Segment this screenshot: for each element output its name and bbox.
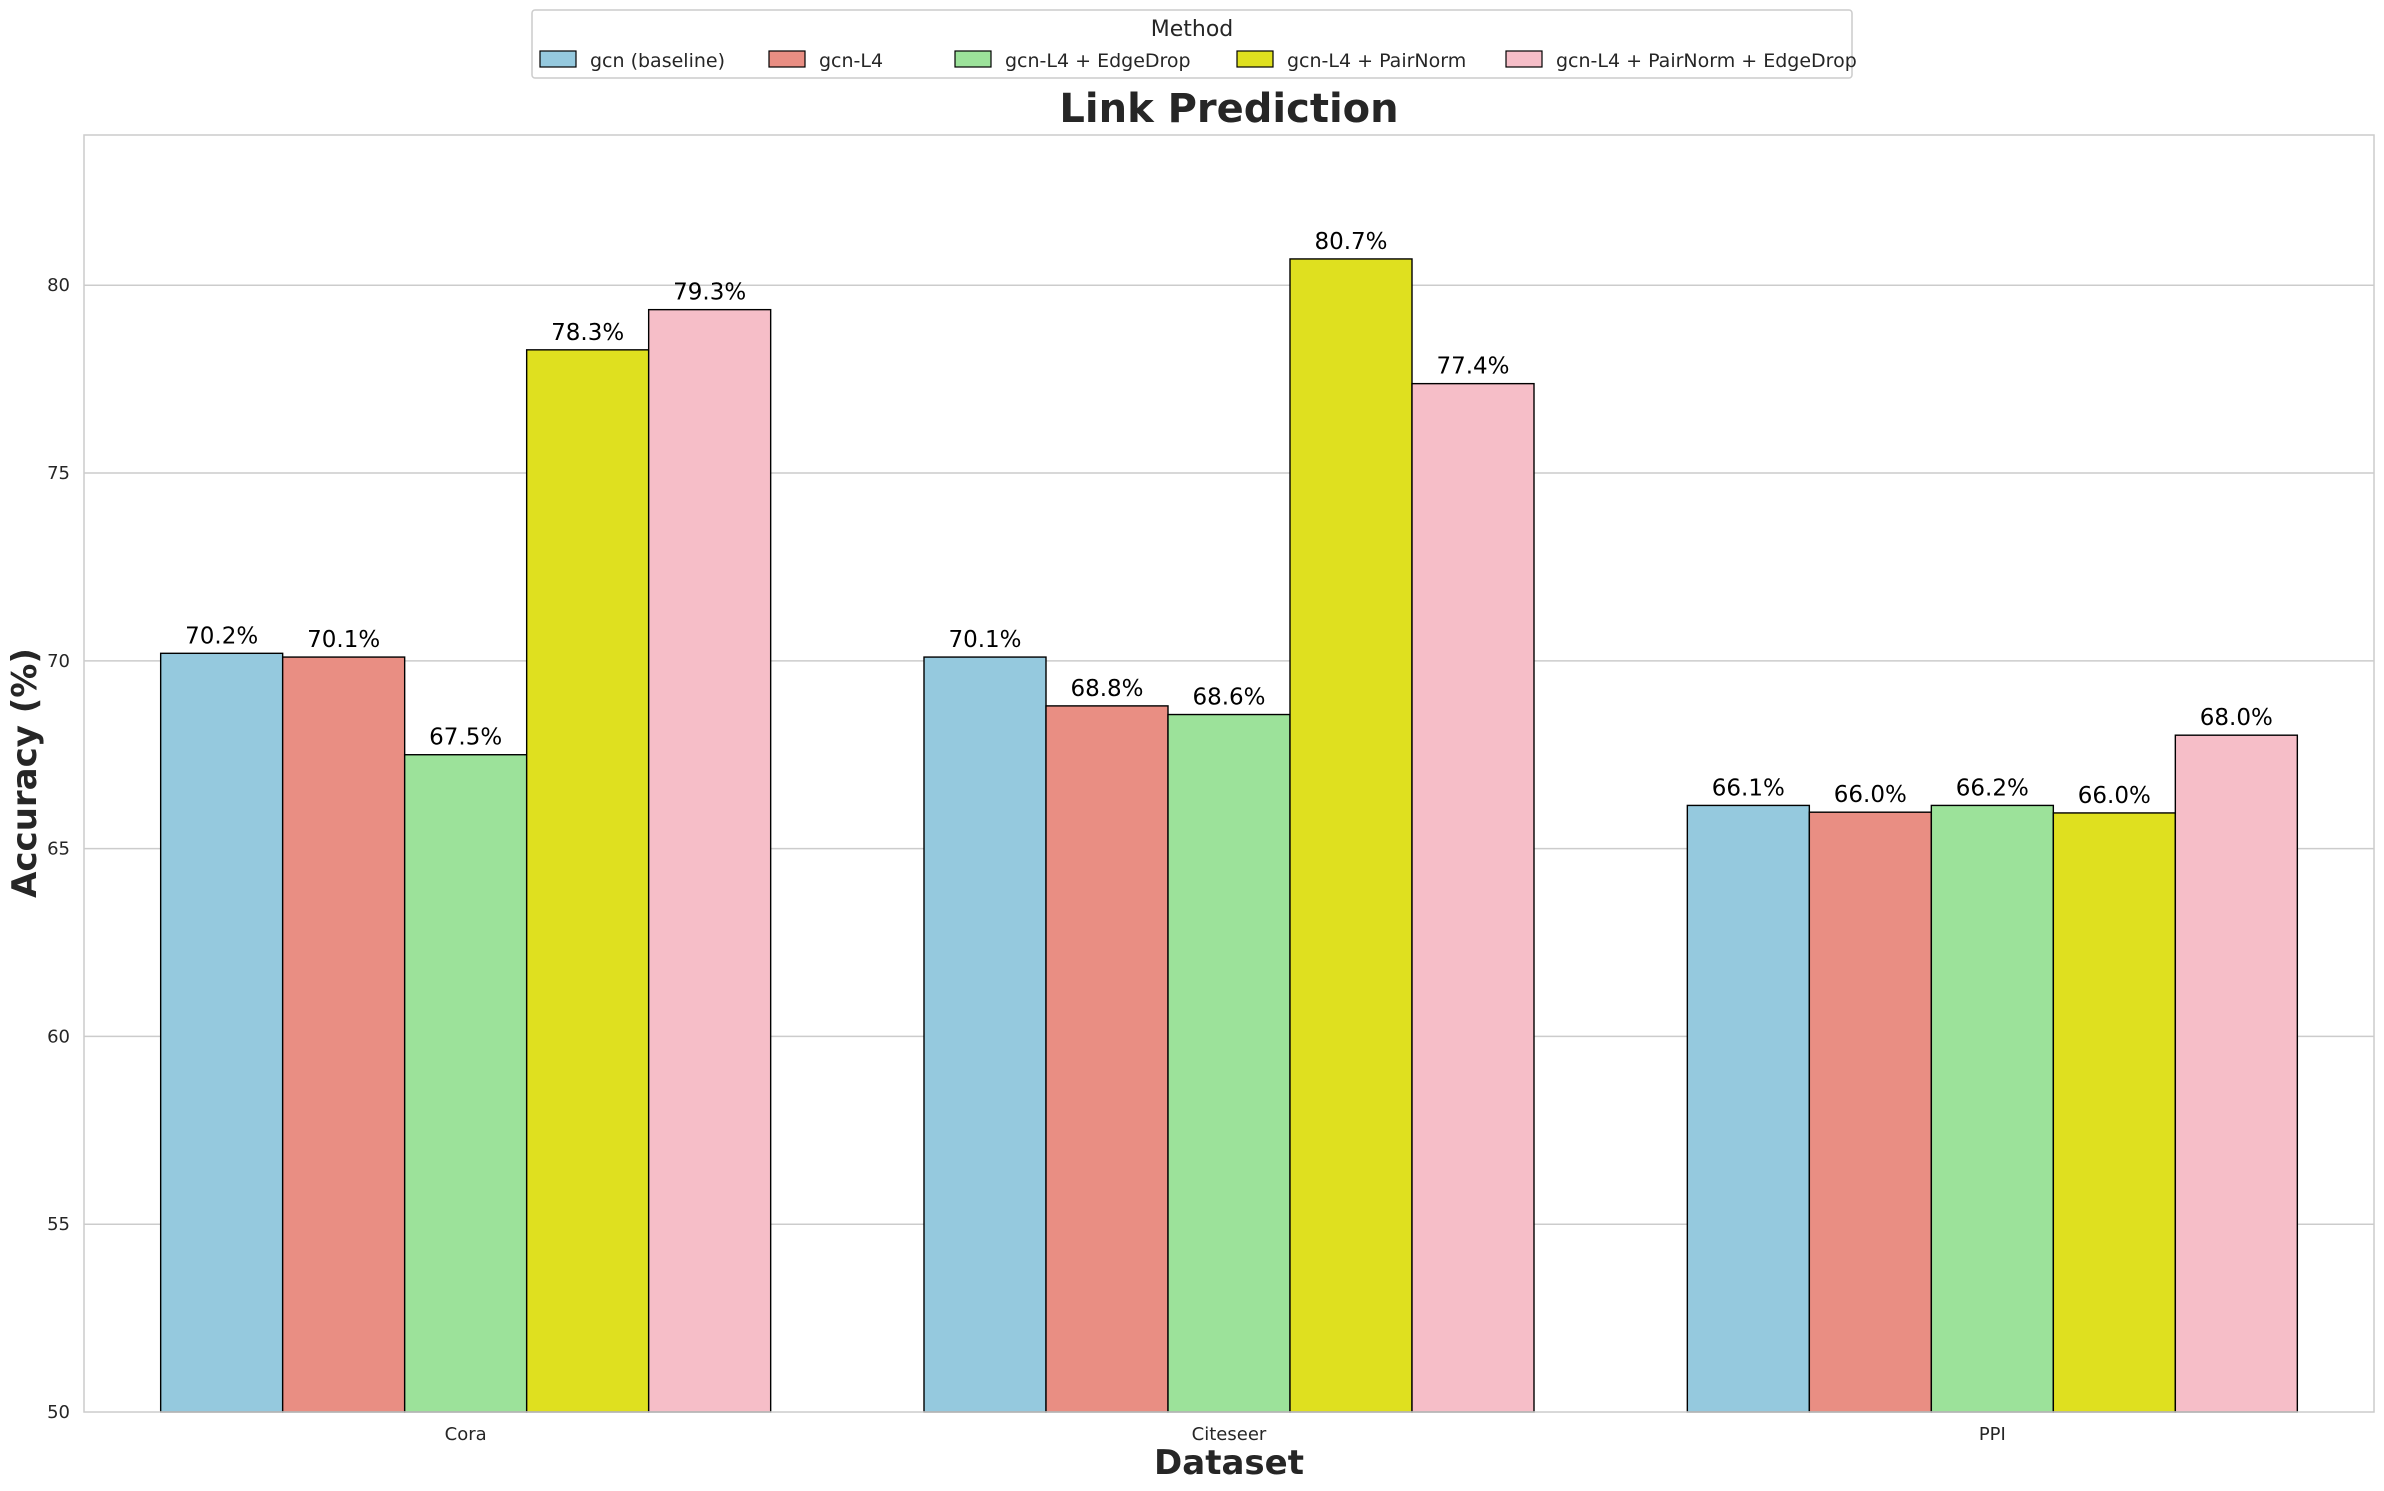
y-tick-label: 65 bbox=[47, 839, 70, 860]
bar-value-label: 70.1% bbox=[948, 627, 1021, 653]
y-tick-label: 50 bbox=[47, 1402, 70, 1423]
bar bbox=[1411, 382, 1535, 1413]
bar bbox=[525, 349, 650, 1413]
x-axis-title: Dataset bbox=[1154, 1443, 1304, 1483]
bar-value-label: 66.0% bbox=[1834, 782, 1907, 808]
bar bbox=[1930, 804, 2055, 1413]
y-axis-title: Accuracy (%) bbox=[5, 648, 45, 898]
legend-label: gcn-L4 + EdgeDrop bbox=[1005, 50, 1191, 72]
legend-swatch bbox=[539, 50, 577, 68]
bar bbox=[2174, 734, 2299, 1413]
bar bbox=[281, 656, 406, 1413]
bar-value-label: 70.1% bbox=[307, 627, 380, 653]
bar-value-labels: 70.2% 70.1% 67.5% 78.3% 79.3% 70.1% 68.8% 68.6%… bbox=[185, 229, 2273, 809]
bar bbox=[1045, 705, 1169, 1413]
legend-swatch bbox=[1236, 50, 1274, 68]
legend-label: gcn-L4 bbox=[819, 50, 883, 72]
legend-title: Method bbox=[1151, 17, 1234, 42]
legend-label: gcn (baseline) bbox=[590, 50, 725, 72]
bar-value-label: 68.6% bbox=[1192, 685, 1265, 711]
bar-value-label: 66.2% bbox=[1956, 775, 2029, 801]
legend: Method gcn (baseline) gcn-L4 gcn-L4 + Edge… bbox=[531, 9, 1857, 79]
bar bbox=[923, 656, 1047, 1413]
legend-items: gcn (baseline) gcn-L4 gcn-L4 + EdgeDrop gcn… bbox=[539, 50, 1857, 72]
legend-swatch bbox=[1505, 50, 1543, 68]
bar bbox=[2052, 812, 2177, 1413]
x-tick-label: PPI bbox=[1979, 1424, 2006, 1445]
bar bbox=[1289, 258, 1413, 1413]
bar-value-label: 78.3% bbox=[551, 320, 624, 346]
legend-label: gcn-L4 + PairNorm + EdgeDrop bbox=[1556, 50, 1857, 72]
bar-value-label: 79.3% bbox=[673, 280, 746, 306]
y-tick-label: 70 bbox=[47, 651, 70, 672]
x-tick-label: Citeseer bbox=[1192, 1424, 1267, 1445]
legend-label: gcn-L4 + PairNorm bbox=[1287, 50, 1466, 72]
bars bbox=[159, 258, 2299, 1413]
bar bbox=[1167, 713, 1291, 1413]
bar-value-label: 68.8% bbox=[1070, 676, 1143, 702]
y-tick-label: 60 bbox=[47, 1026, 70, 1047]
bar-value-label: 77.4% bbox=[1436, 354, 1509, 380]
y-tick-label: 80 bbox=[47, 275, 70, 296]
y-tick-label: 55 bbox=[47, 1214, 70, 1235]
plot-area-frame bbox=[83, 134, 2375, 1413]
x-tick-labels: Cora Citeseer PPI bbox=[445, 1424, 2006, 1445]
bar-value-label: 66.1% bbox=[1712, 775, 1785, 801]
bar bbox=[159, 652, 284, 1413]
bar-value-label: 80.7% bbox=[1314, 229, 1387, 255]
legend-swatch bbox=[768, 50, 806, 68]
bar bbox=[647, 308, 772, 1413]
bar-value-label: 70.2% bbox=[185, 623, 258, 649]
bar-value-label: 66.0% bbox=[2078, 783, 2151, 809]
bar-value-label: 68.0% bbox=[2200, 705, 2273, 731]
bar-value-label: 67.5% bbox=[429, 725, 502, 751]
legend-swatch bbox=[954, 50, 992, 68]
x-tick-label: Cora bbox=[445, 1424, 487, 1445]
bar bbox=[1808, 811, 1933, 1413]
y-tick-labels: 50 55 60 65 70 75 80 bbox=[47, 275, 70, 1423]
bar bbox=[403, 754, 528, 1413]
chart-title: Link Prediction bbox=[1059, 86, 1398, 132]
bar bbox=[1686, 804, 1811, 1413]
y-tick-label: 75 bbox=[47, 463, 70, 484]
